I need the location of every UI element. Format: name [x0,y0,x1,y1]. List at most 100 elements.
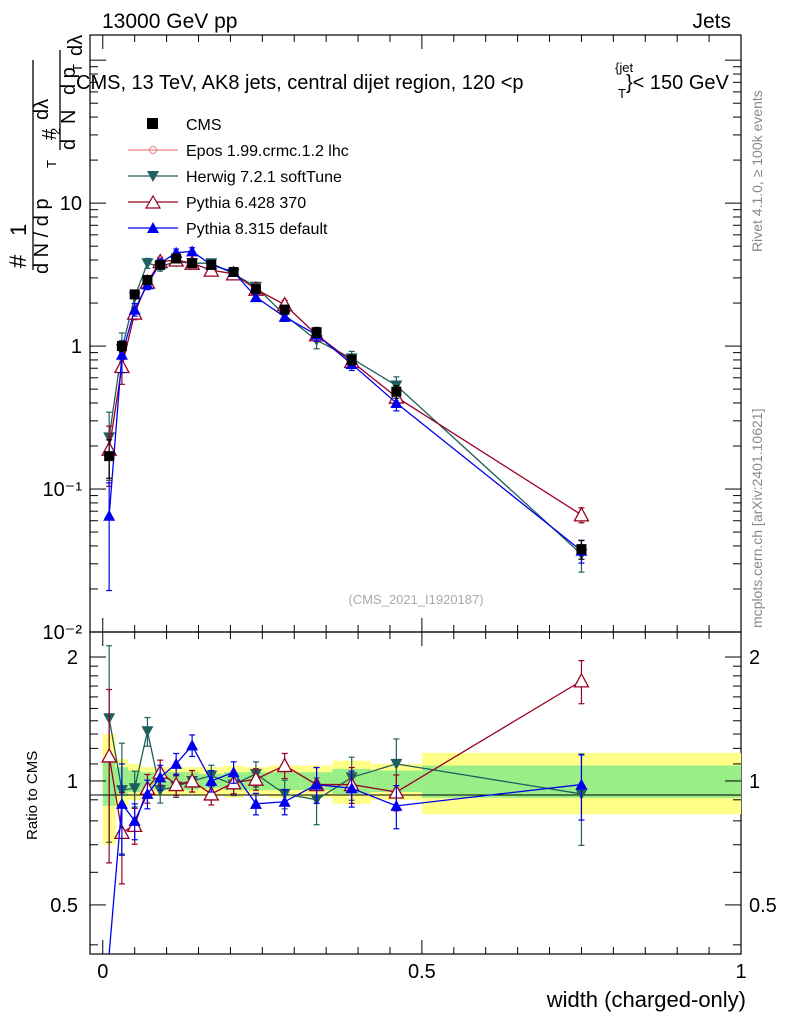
data-point-cms [228,266,239,277]
ratio-point-pythia8 [205,774,218,786]
data-point-cms [206,259,217,270]
ratio-axis-ticks: 0.5 0.5 1 1 2 2 [50,647,777,946]
ratio-point-pythia6 [101,747,118,763]
ratio-point-pythia8 [390,799,403,811]
ratio-point-pythia6 [168,776,185,792]
legend-marker-herwig [147,171,159,182]
data-point-cms [250,284,261,295]
data-point-pythia8 [390,396,403,408]
data-point-cms [142,274,153,285]
ratio-point-pythia8 [141,787,154,799]
data-point-pythia8 [186,245,199,257]
ratio-point-pythia8 [170,757,183,769]
data-point-cms [104,451,115,462]
data-point-cms [129,289,140,300]
data-point-cms [346,354,357,365]
legend: CMS Epos 1.99.crmc.1.2 lhc Herwig 7.2.1 … [128,117,349,238]
legend-marker-pythia8 [147,222,159,233]
legend-label-herwig: Herwig 7.2.1 softTune [186,169,342,186]
ratio-point-pythia8 [345,782,358,794]
legend-label-pythia6: Pythia 6.428 370 [186,195,306,212]
data-point-pythia6 [573,506,590,522]
y-tick-label: 10 [60,193,82,215]
y-tick-label: 10⁻² [43,622,83,644]
x-axis-label: width (charged-only) [546,987,746,1012]
svg-text:dλ: dλ [31,99,53,120]
data-point-pythia8 [103,509,116,521]
chart-title-end: }< 150 GeV [626,72,730,94]
ratio-point-herwig [390,758,403,770]
svg-text:2: 2 [48,128,63,135]
ratio-point-pythia8 [227,766,240,778]
svg-text:N: N [58,110,80,124]
header-category: Jets [692,10,731,33]
data-point-pythia8 [128,303,141,315]
data-point-cms [187,258,198,269]
data-point-cms [311,327,322,338]
svg-text:#: # [39,128,61,140]
source-label: mcplots.cern.ch [arXiv:2401.10621] [749,409,765,628]
ratio-tick-label: 2 [67,647,78,669]
svg-text:#: # [5,254,32,268]
data-point-pythia8 [249,291,262,303]
svg-text:1: 1 [6,224,31,236]
data-point-cms [171,253,182,264]
ratio-point-pythia6 [247,770,265,786]
ratio-point-pythia6 [203,785,220,801]
series-line-pythia8 [108,250,582,552]
data-point-herwig [141,258,154,270]
svg-text:d N / d p: d N / d p [31,198,53,274]
ratio-tick-label-right: 2 [749,647,760,669]
header-energy: 13000 GeV pp [102,10,237,33]
ratio-point-pythia8 [186,739,199,751]
data-point-cms [279,304,290,315]
data-point-cms [155,259,166,270]
x-tick-label: 1 [735,961,746,983]
ratio-point-pythia8 [128,814,141,826]
ratio-tick-label: 0.5 [50,895,78,917]
ratio-point-pythia8 [278,795,291,807]
data-point-pythia8 [278,310,291,322]
ratio-point-pythia8 [310,778,323,790]
y-axis-label: # 1 d N / d p T # d 2 N d p T dλ dλ [5,35,87,274]
chart-title-sub: T [618,86,626,101]
series-line-pythia6 [108,259,582,516]
ratio-point-herwig [141,726,154,738]
legend-label-cms: CMS [186,117,222,134]
ratio-tick-label-right: 0.5 [749,895,777,917]
legend-label-epos: Epos 1.99.crmc.1.2 lhc [186,143,349,160]
analysis-watermark: (CMS_2021_I1920187) [348,592,483,607]
legend-marker-cms [147,118,158,129]
ratio-point-herwig [128,783,141,795]
svg-text:dλ: dλ [65,35,87,56]
ratio-point-pythia6 [276,757,293,773]
ratio-point-pythia8 [115,797,128,809]
data-point-pythia8 [115,348,128,360]
y-tick-label: 1 [71,336,82,358]
ratio-tick-label: 1 [67,771,78,793]
ratio-point-pythia6 [184,772,201,788]
legend-label-pythia8: Pythia 8.315 default [186,221,328,238]
data-point-cms [576,544,587,555]
legend-marker-epos [149,146,157,154]
chart-title-sup: {jet [615,60,633,75]
y-tick-label: 10⁻¹ [43,479,83,501]
ratio-uncertainty-bands [102,734,741,845]
x-tick-label: 0.5 [408,961,436,983]
ratio-point-pythia8 [154,771,167,783]
svg-text:d: d [58,139,80,150]
ratio-y-label: Ratio to CMS [24,751,41,840]
rivet-label: Rivet 4.1.0, ≥ 100k events [749,90,765,252]
ratio-series-layer [101,645,590,955]
main-series-layer [101,245,590,592]
svg-text:T: T [44,160,59,168]
series-line-herwig [108,260,582,555]
ratio-tick-label-right: 1 [749,771,760,793]
ratio-point-pythia8 [575,778,588,790]
ratio-point-pythia8 [249,797,262,809]
data-point-cms [391,386,402,397]
main-axis-ticks: 0 0.5 1 10⁻² 10⁻¹ 1 10 [43,35,747,983]
svg-text:T: T [70,64,85,72]
svg-text:d p: d p [58,67,80,95]
